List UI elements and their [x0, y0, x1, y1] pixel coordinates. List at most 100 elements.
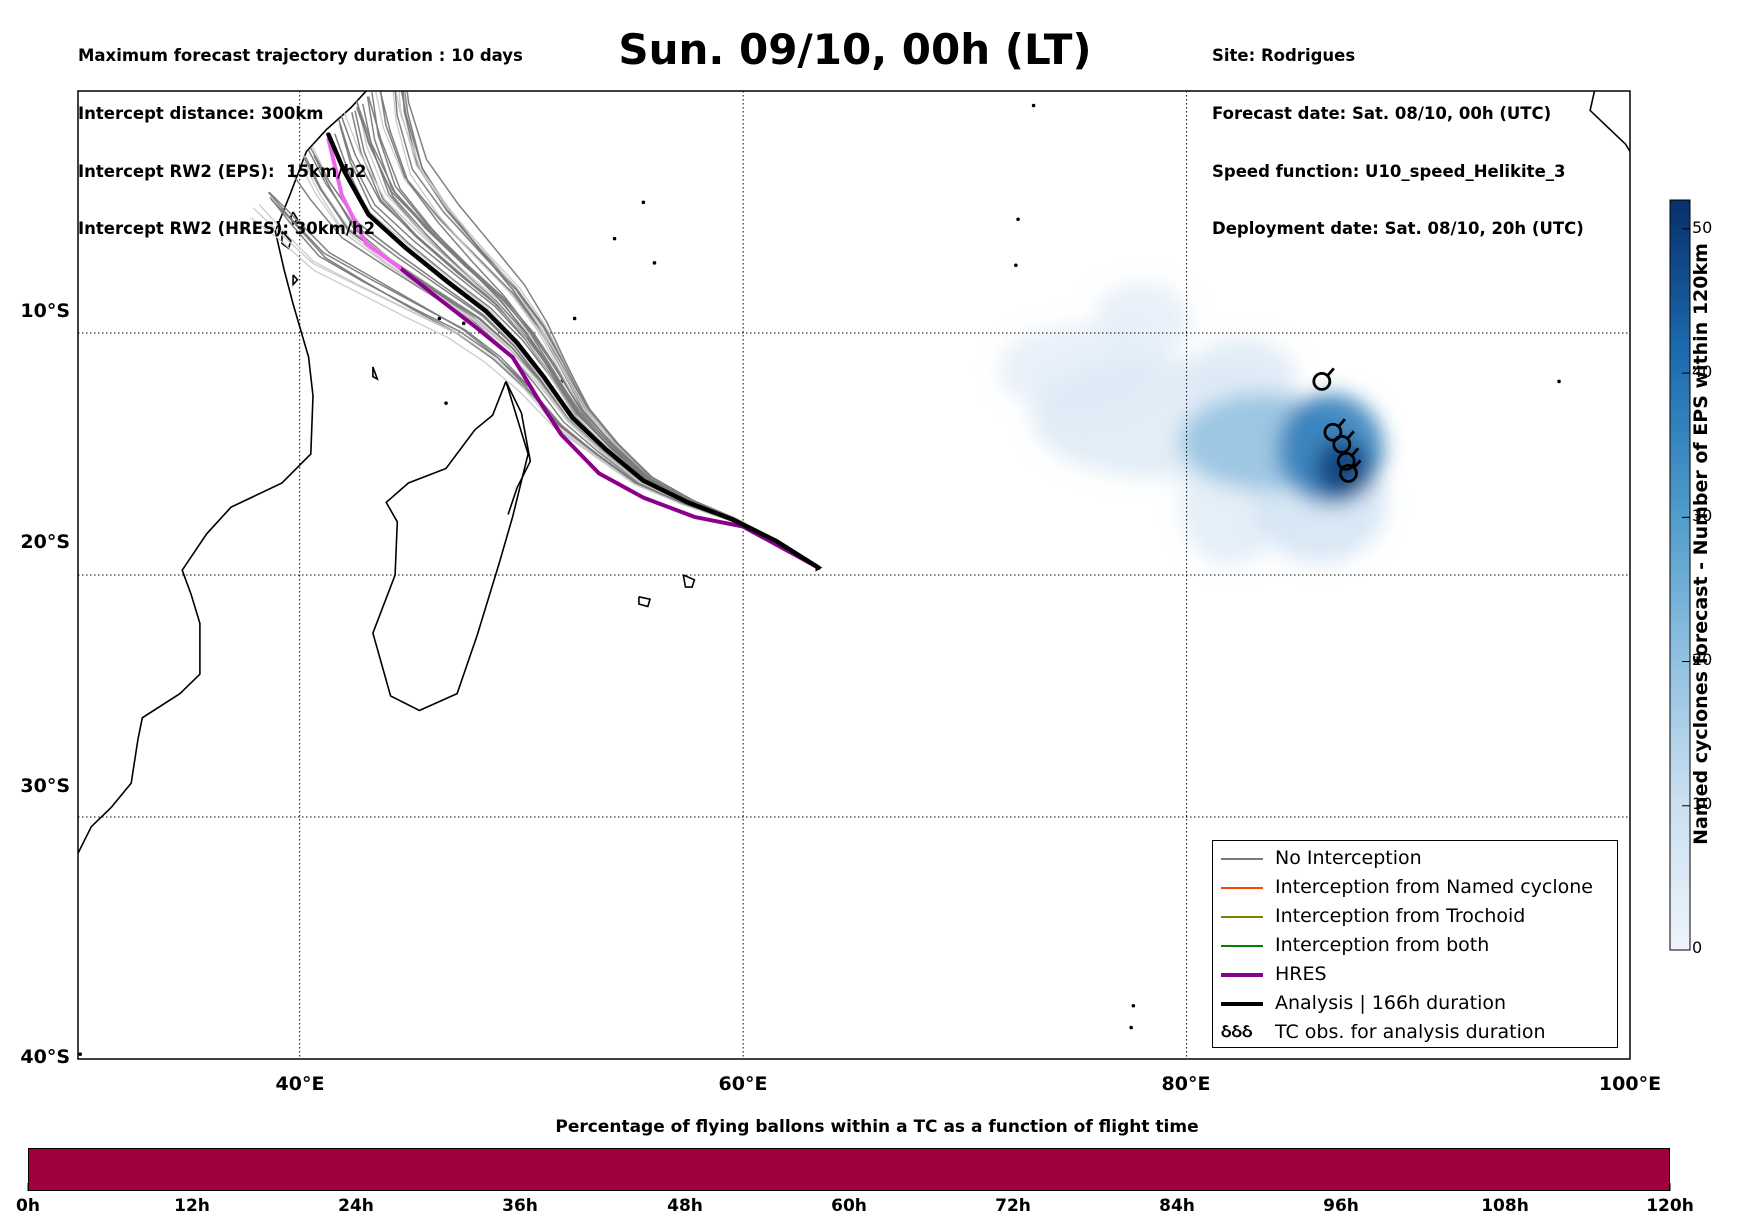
- run-parameters: Maximum forecast trajectory duration : 1…: [78, 8, 523, 258]
- time-bar-label: 48h: [667, 1196, 703, 1216]
- legend: No Interception Interception from Named …: [1212, 840, 1618, 1048]
- time-bar-label: 108h: [1481, 1196, 1529, 1216]
- legend-item: HRES: [1213, 961, 1617, 990]
- lat-label: 10°S: [20, 300, 70, 322]
- legend-item: No Interception: [1213, 845, 1617, 874]
- info-line: Intercept RW2 (HRES): 30km/h2: [78, 219, 376, 239]
- coastline: [1589, 91, 1630, 152]
- page-title: Sun. 09/10, 00h (LT): [618, 25, 1092, 74]
- cyclone-symbol-icon: [1323, 422, 1343, 442]
- coastline: [292, 274, 299, 287]
- legend-swatch: [1221, 916, 1263, 918]
- island: [1131, 1003, 1136, 1008]
- cyclone-symbol-icon: ઠઠઠ: [1221, 1021, 1253, 1042]
- legend-swatch: [1221, 887, 1263, 889]
- time-bar-label: 0h: [16, 1196, 40, 1216]
- cyclone-symbol-icon: [1332, 434, 1352, 454]
- eps-trajectory: [252, 207, 819, 569]
- island: [612, 236, 617, 241]
- lon-label: 40°E: [275, 1073, 325, 1095]
- legend-swatch: [1221, 1002, 1263, 1006]
- island: [78, 1052, 83, 1056]
- island: [444, 401, 448, 405]
- cyclone-symbol-tail: [1326, 367, 1335, 377]
- info-line: Maximum forecast trajectory duration : 1…: [78, 46, 523, 66]
- island: [461, 321, 466, 326]
- lon-label: 100°E: [1598, 1073, 1662, 1095]
- cyclone-symbol-icon: [1339, 463, 1358, 483]
- colorbar-ticks: [1682, 228, 1690, 951]
- eps-trajectory: [406, 91, 819, 569]
- time-bar-label: 12h: [174, 1196, 210, 1216]
- graticule: [78, 91, 1630, 1059]
- analysis-trajectory: [326, 132, 821, 570]
- lon-label: 80°E: [1161, 1073, 1211, 1095]
- info-line: Forecast date: Sat. 08/10, 00h (UTC): [1212, 104, 1552, 123]
- legend-item: Interception from Named cyclone: [1213, 874, 1617, 903]
- cyclone-symbol-tail: [1346, 430, 1355, 440]
- legend-swatch: [1221, 858, 1263, 860]
- island: [437, 316, 442, 321]
- island: [1014, 263, 1018, 268]
- island: [1031, 103, 1036, 108]
- legend-label: No Interception: [1275, 847, 1422, 869]
- time-bar-label: 60h: [831, 1196, 867, 1216]
- colorbar-tick-label: 0: [1692, 938, 1703, 957]
- legend-item: Analysis | 166h duration: [1213, 990, 1617, 1019]
- legend-swatch: [1221, 945, 1263, 947]
- cyclone-symbol-tail: [1353, 459, 1362, 469]
- cyclone-symbol-icon: [1312, 371, 1332, 391]
- island: [1129, 1025, 1133, 1030]
- info-line: Intercept distance: 300km: [78, 104, 324, 123]
- legend-label: TC obs. for analysis duration: [1275, 1021, 1546, 1043]
- legend-label: HRES: [1275, 963, 1327, 985]
- legend-label: Interception from both: [1275, 934, 1490, 956]
- cyclone-density-field: [998, 282, 1387, 566]
- map-frame: [77, 90, 1631, 1060]
- info-line: Speed function: U10_speed_Helikite_3: [1212, 161, 1566, 181]
- time-bar-title: Percentage of flying ballons within a TC…: [555, 1117, 1199, 1137]
- cyclone-symbol-tail: [1351, 447, 1360, 457]
- time-bar-label: 96h: [1323, 1196, 1359, 1216]
- info-line: Intercept RW2 (EPS): 15km/h2: [78, 161, 367, 181]
- legend-item: Interception from both: [1213, 932, 1617, 961]
- density-blob: [1093, 282, 1192, 360]
- tc-observations: [1312, 367, 1362, 483]
- coastline: [78, 91, 368, 854]
- legend-item: ઠઠઠ TC obs. for analysis duration: [1213, 1019, 1617, 1048]
- colorbar-tick-label: 20: [1692, 650, 1713, 669]
- colorbar-tick-label: 30: [1692, 506, 1713, 525]
- lon-label: 60°E: [718, 1073, 768, 1095]
- cyclone-symbol-icon: [1336, 451, 1356, 471]
- island: [1557, 379, 1561, 384]
- info-line: Deployment date: Sat. 08/10, 20h (UTC): [1212, 219, 1584, 239]
- colorbar-tick-label: 50: [1692, 218, 1713, 237]
- colorbar: [1669, 199, 1691, 951]
- eps-trajectory: [258, 204, 819, 569]
- coastline: [682, 574, 696, 588]
- island: [1016, 217, 1020, 222]
- info-line: Site: Rodrigues: [1212, 46, 1356, 66]
- madagascar-coastline: [372, 381, 529, 712]
- legend-swatch: [1221, 973, 1263, 977]
- island: [652, 261, 657, 265]
- island: [641, 200, 646, 205]
- coastline: [638, 596, 652, 608]
- lat-label: 20°S: [20, 531, 70, 553]
- colorbar-tick-label: 40: [1692, 362, 1713, 381]
- colorbar-title: Named cyclones forecast - Number of EPS …: [1690, 243, 1712, 845]
- colorbar-tick-label: 10: [1692, 794, 1713, 813]
- coastline: [372, 366, 379, 381]
- time-bar-label: 120h: [1646, 1196, 1694, 1216]
- time-bar-label: 24h: [338, 1196, 374, 1216]
- time-bar-label: 84h: [1159, 1196, 1195, 1216]
- legend-label: Interception from Trochoid: [1275, 905, 1526, 927]
- legend-label: Analysis | 166h duration: [1275, 992, 1507, 1014]
- hres-trajectory-early: [326, 137, 402, 270]
- lat-label: 40°S: [20, 1046, 70, 1068]
- legend-item: Interception from Trochoid: [1213, 903, 1617, 932]
- legend-label: Interception from Named cyclone: [1275, 876, 1593, 898]
- time-bar-fill: [29, 1149, 1669, 1190]
- time-bar: [28, 1148, 1670, 1191]
